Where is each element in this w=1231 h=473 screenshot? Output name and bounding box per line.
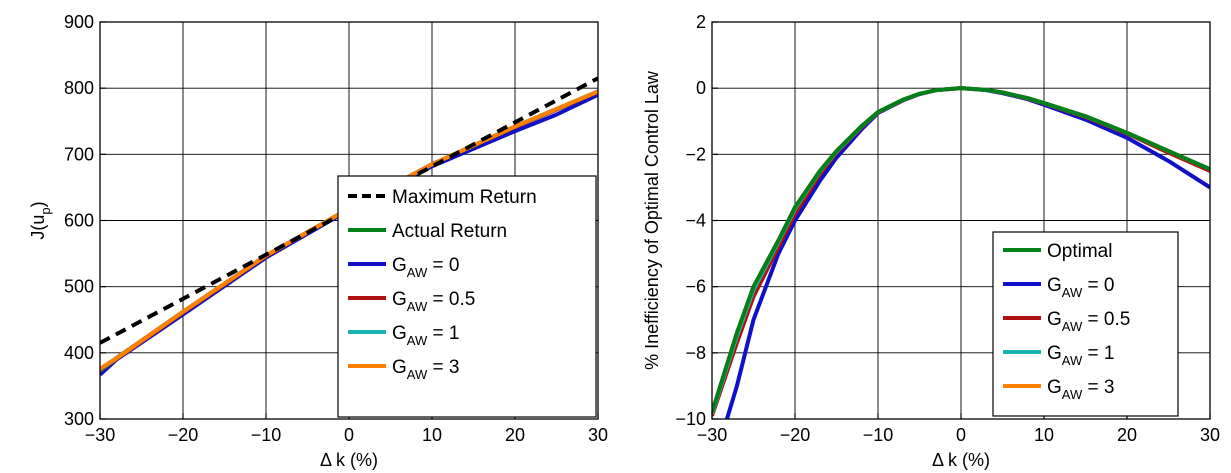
- legend-label-tail: = 3: [427, 357, 459, 378]
- legend-label-sub: AW: [1062, 353, 1083, 368]
- legend-label-sub: AW: [1062, 387, 1083, 402]
- x-tick-label: 0: [344, 425, 354, 445]
- legend-label-sub: AW: [407, 367, 428, 382]
- x-tick-label: −20: [168, 425, 199, 445]
- legend-label-sub: AW: [1062, 319, 1083, 334]
- x-tick-label: 10: [422, 425, 442, 445]
- legend-label-max: Maximum Return: [392, 187, 537, 208]
- legend-label-tail: = 0.5: [427, 289, 475, 310]
- y-tick-label: 2: [696, 12, 706, 32]
- x-tick-label: 20: [505, 425, 525, 445]
- y-tick-label: 700: [64, 144, 94, 164]
- y-tick-label: −10: [675, 409, 706, 429]
- legend-label-tail: = 3: [1082, 377, 1114, 398]
- legend-label-sub: AW: [407, 265, 428, 280]
- y-axis-label-main: J(u: [28, 215, 48, 240]
- x-tick-label: −10: [863, 425, 894, 445]
- y-tick-label: 900: [64, 12, 94, 32]
- legend-label-actual: Actual Return: [392, 221, 507, 242]
- y-tick-label: −6: [685, 277, 706, 297]
- legend-label-main: G: [1047, 309, 1062, 330]
- legend-label-main: G: [1047, 343, 1062, 364]
- x-axis-label: Δ k (%): [932, 450, 990, 470]
- legend-label-optimal: Optimal: [1047, 241, 1112, 262]
- y-tick-label: 600: [64, 211, 94, 231]
- y-tick-label: 0: [696, 78, 706, 98]
- y-tick-label: 300: [64, 409, 94, 429]
- y-tick-label: 800: [64, 78, 94, 98]
- y-axis-label: J(up): [28, 201, 53, 239]
- legend-label-tail: = 0: [1082, 275, 1114, 296]
- legend-label-main: G: [392, 255, 407, 276]
- x-tick-label: 10: [1034, 425, 1054, 445]
- legend-label-sub: AW: [407, 299, 428, 314]
- y-tick-label: 500: [64, 277, 94, 297]
- y-tick-label: −4: [685, 211, 706, 231]
- x-tick-label: 0: [956, 425, 966, 445]
- x-axis-label: Δ k (%): [320, 450, 378, 470]
- legend-label-main: G: [392, 357, 407, 378]
- x-tick-label: −10: [251, 425, 282, 445]
- y-tick-label: −8: [685, 343, 706, 363]
- legend-label-sub: AW: [1062, 285, 1083, 300]
- legend-label-main: G: [1047, 377, 1062, 398]
- x-tick-label: 30: [1200, 425, 1220, 445]
- x-tick-label: 30: [588, 425, 608, 445]
- legend-label-main: G: [392, 323, 407, 344]
- y-axis-label-sub: p: [38, 207, 53, 214]
- legend-label-tail: = 1: [1082, 343, 1114, 364]
- y-axis-label: % Inefficiency of Optimal Control Law: [642, 70, 662, 370]
- x-tick-label: 20: [1117, 425, 1137, 445]
- legend-label-sub: AW: [407, 333, 428, 348]
- y-axis-label-close: ): [28, 201, 48, 207]
- legend-label-tail: = 0: [427, 255, 459, 276]
- x-tick-label: −20: [780, 425, 811, 445]
- legend-label-tail: = 1: [427, 323, 459, 344]
- y-tick-label: −2: [685, 144, 706, 164]
- legend-label-main: G: [392, 289, 407, 310]
- legend-label-main: G: [1047, 275, 1062, 296]
- y-tick-label: 400: [64, 343, 94, 363]
- legend-label-tail: = 0.5: [1082, 309, 1130, 330]
